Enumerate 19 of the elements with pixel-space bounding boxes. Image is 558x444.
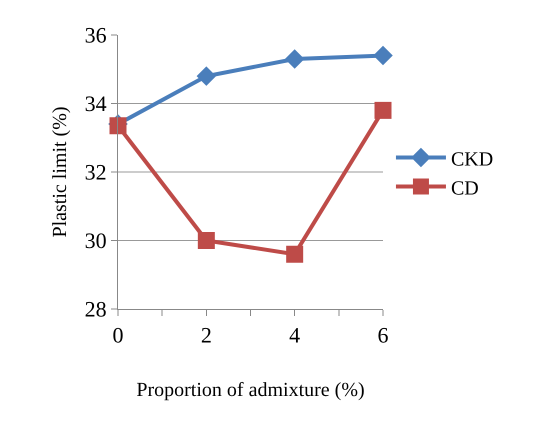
legend-label: CKD [450,148,494,170]
point [198,232,215,249]
y-tick-label: 28 [84,296,107,322]
x-axis-title: Proportion of admixture (%) [136,378,365,401]
point [374,102,392,119]
y-tick-label: 34 [84,91,107,116]
point [286,246,304,263]
x-tick-label: 6 [378,322,388,348]
y-axis-title: Plastic limit (%) [49,106,72,238]
x-tick-label: 2 [200,322,212,348]
y-tick-label: 36 [84,22,107,48]
y-tick-label: 30 [84,228,107,254]
y-tick-label: 32 [84,160,107,185]
x-tick-label: 4 [289,322,300,348]
point [284,49,304,69]
point [373,46,393,66]
legend-label: CD [450,177,479,200]
point [196,66,216,86]
x-tick-label: 0 [112,322,124,348]
